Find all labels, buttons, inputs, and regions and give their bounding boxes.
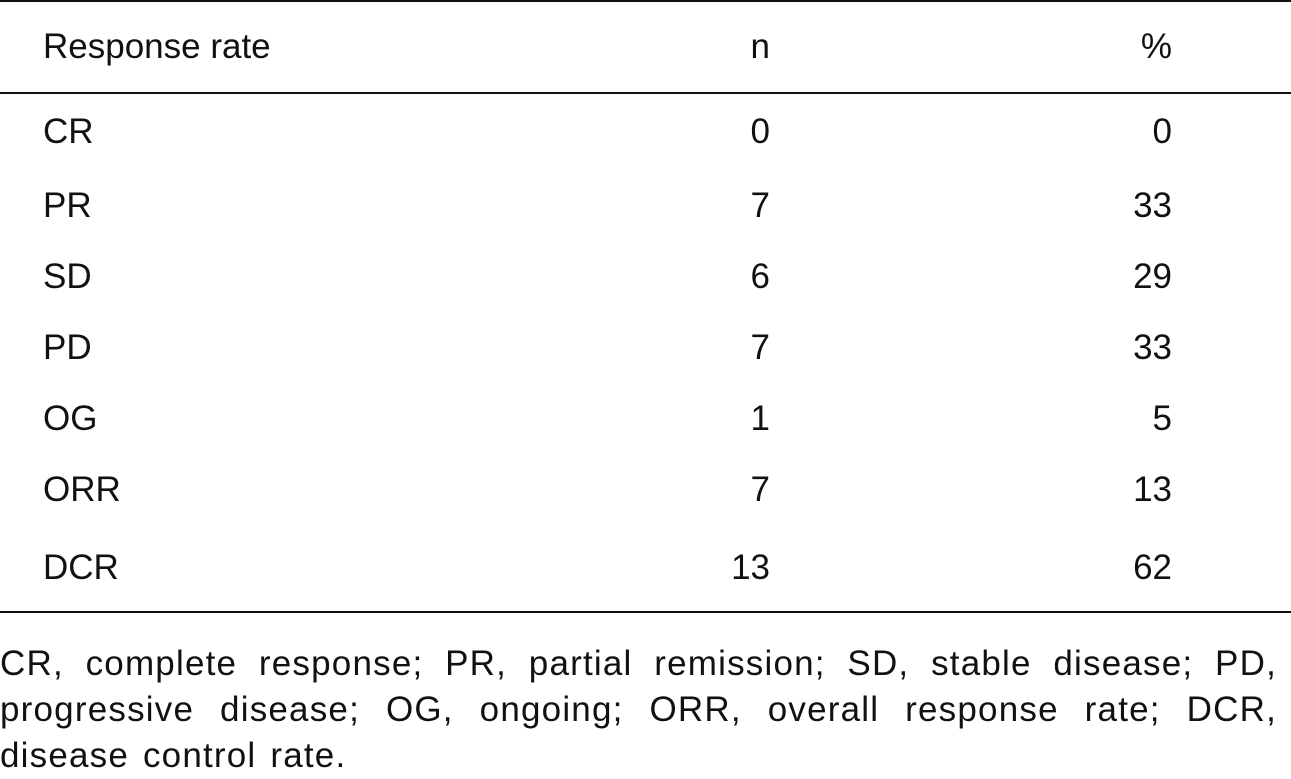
row-percent: 13 [1133,469,1172,509]
row-percent: 0 [1152,112,1172,151]
table-row: OG 1 5 [0,383,1291,454]
table-footnote: CR, complete response; PR, partial remis… [0,644,1277,775]
row-n: 7 [750,469,770,509]
row-n: 0 [750,112,770,151]
row-label: DCR [43,548,119,587]
header-percent: % [1140,27,1172,66]
row-n: 1 [750,398,770,438]
row-label: ORR [43,469,121,509]
row-percent: 33 [1133,185,1172,225]
table-row: ORR 7 13 [0,454,1291,525]
row-label: SD [43,256,92,296]
row-percent: 62 [1133,548,1172,587]
row-n: 6 [750,256,770,296]
row-n: 7 [750,327,770,367]
row-label: PD [43,327,92,367]
table-header-row: Response rate n % [0,1,1291,93]
row-n: 13 [731,548,770,587]
table-row: PR 7 33 [0,170,1291,241]
row-label: OG [43,398,98,438]
row-percent: 29 [1133,256,1172,296]
response-rate-table: Response rate n % CR 0 0 PR 7 33 SD 6 29 [0,1,1291,612]
table-row: PD 7 33 [0,312,1291,383]
response-rate-table-container: Response rate n % CR 0 0 PR 7 33 SD 6 29 [0,1,1291,612]
row-label: CR [43,112,94,151]
row-label: PR [43,185,92,225]
header-response-rate: Response rate [43,27,271,66]
header-n: n [750,27,770,66]
table-row: DCR 13 62 [0,525,1291,612]
table-row: SD 6 29 [0,241,1291,312]
row-percent: 33 [1133,327,1172,367]
row-n: 7 [750,185,770,225]
row-percent: 5 [1152,398,1172,438]
table-row: CR 0 0 [0,93,1291,170]
